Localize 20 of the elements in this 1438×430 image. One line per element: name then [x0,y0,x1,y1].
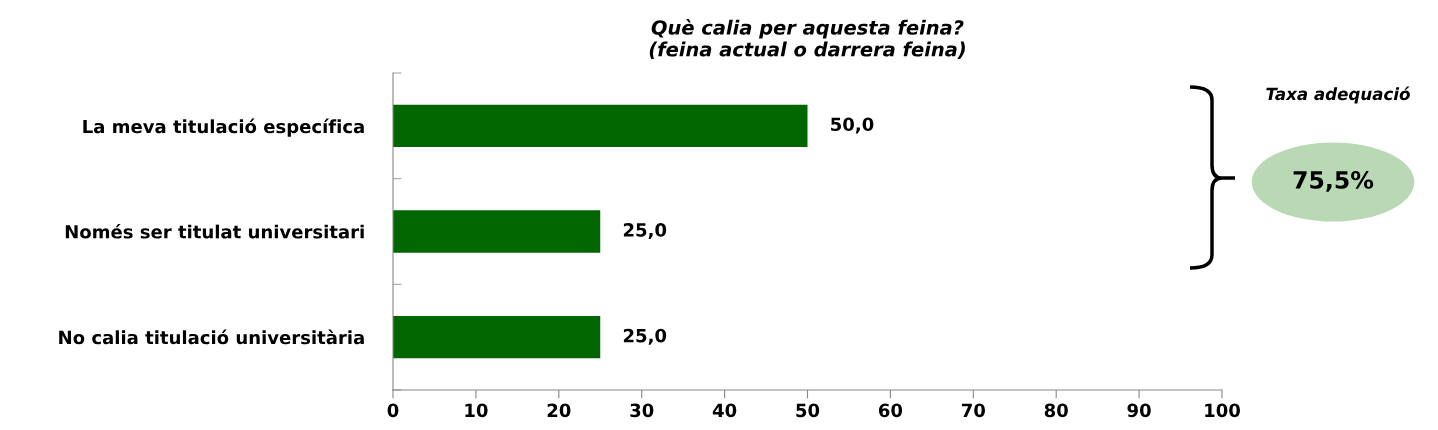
y-tick-label: No calia titulació universitària [59,329,364,345]
x-tick-label: 90 [1127,403,1151,418]
x-tick-label: 0 [387,403,399,418]
x-tick-label: 80 [1044,403,1068,418]
x-tick-label: 20 [547,403,571,418]
x-tick-label: 60 [878,403,903,418]
y-tick-label: Només ser titulat universitari [65,223,364,239]
x-tick-label: 100 [1205,403,1240,418]
chart-title: Què calia per aquesta feina? (feina actual o darrera feina) [649,19,965,59]
text: 75,5% [1293,170,1374,192]
x-tick-label: 30 [630,403,654,418]
x-tick-label: 50 [796,403,820,418]
data-label: 25,0 [623,223,667,240]
y-tick-label: La meva titulació específica [83,118,364,137]
data-label: 25,0 [623,328,667,345]
text: Taxa adequació [1266,86,1410,104]
x-tick-label: 40 [712,403,737,418]
x-tick-label: 10 [465,403,488,418]
data-label: 50,0 [831,117,874,134]
x-tick-label: 70 [961,403,985,418]
